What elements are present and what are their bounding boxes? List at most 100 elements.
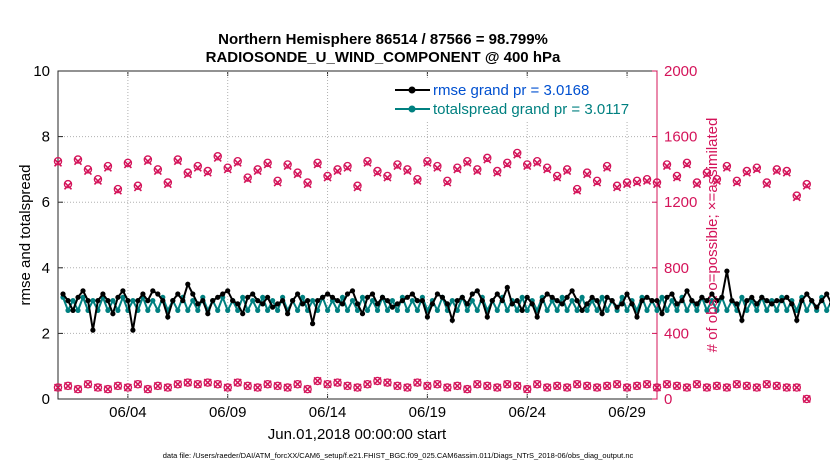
obs-possible-point — [493, 166, 502, 176]
obs-assimilated-point — [343, 163, 352, 172]
obs-assimilated-point — [123, 383, 132, 392]
rmse-point — [474, 288, 480, 294]
obs-assimilated-point — [103, 163, 112, 172]
obs-possible-point — [622, 178, 632, 187]
obs-assimilated-point — [63, 181, 73, 190]
obs-possible-point — [173, 155, 183, 164]
obs-possible-point — [193, 161, 203, 171]
totalspread-point — [110, 298, 116, 304]
rmse-point — [225, 288, 231, 294]
obs-possible-point — [592, 383, 602, 392]
totalspread-point — [619, 294, 625, 300]
obs-assimilated-point — [782, 383, 791, 392]
obs-possible-point — [313, 158, 322, 168]
obs-assimilated-point — [253, 166, 262, 176]
obs-possible-point — [612, 379, 622, 389]
totalspread-point — [524, 307, 530, 313]
obs-possible-point — [343, 381, 352, 391]
obs-possible-point — [123, 383, 133, 392]
obs-assimilated-point — [373, 168, 382, 177]
obs-assimilated-point — [393, 162, 402, 171]
rmse-point — [145, 298, 151, 304]
obs-possible-point — [423, 156, 432, 166]
y-left-tick-label: 6 — [42, 194, 50, 211]
obs-assimilated-point — [672, 173, 682, 182]
obs-assimilated-point — [53, 383, 63, 392]
rmse-point — [779, 298, 785, 304]
totalspread-point — [464, 307, 470, 313]
rmse-point — [389, 304, 395, 310]
rmse-point — [644, 294, 650, 300]
obs-assimilated-point — [183, 378, 192, 387]
obs-assimilated-point — [712, 381, 721, 390]
obs-assimilated-point — [303, 180, 312, 189]
rmse-point — [509, 301, 515, 307]
y-right-tick-label: 2000 — [664, 63, 697, 80]
obs-assimilated-point — [153, 381, 162, 390]
rmse-point — [260, 301, 266, 307]
rmse-point — [524, 294, 530, 300]
obs-possible-point — [473, 379, 482, 389]
rmse-point — [619, 301, 625, 307]
obs-assimilated-point — [583, 381, 592, 390]
obs-assimilated-point — [213, 380, 222, 389]
totalspread-point — [354, 307, 361, 313]
obs-possible-point — [502, 379, 512, 389]
rmse-point — [235, 301, 241, 307]
rmse-point — [135, 298, 141, 304]
obs-possible-point — [762, 379, 772, 389]
totalspread-point — [584, 307, 590, 313]
obs-assimilated-point — [293, 170, 302, 179]
obs-possible-point — [542, 383, 552, 392]
totalspread-point — [255, 307, 261, 313]
rmse-point — [539, 298, 545, 304]
obs-assimilated-point — [573, 186, 582, 195]
rmse-point — [105, 298, 111, 304]
obs-assimilated-point — [173, 157, 182, 166]
totalspread-point — [215, 307, 221, 313]
obs-assimilated-point — [53, 158, 63, 167]
rmse-point — [240, 311, 246, 317]
legend: rmse grand pr = 3.0168 totalspread grand… — [390, 80, 653, 120]
obs-assimilated-point — [662, 380, 672, 389]
obs-assimilated-point — [123, 160, 132, 169]
y-left-tick-label: 2 — [42, 325, 50, 342]
rmse-point — [689, 298, 695, 304]
obs-possible-point — [283, 160, 292, 169]
obs-possible-point — [273, 381, 282, 391]
obs-assimilated-point — [203, 378, 212, 387]
totalspread-point — [434, 307, 440, 313]
obs-possible-point — [253, 383, 262, 392]
obs-possible-point — [293, 379, 302, 389]
obs-possible-point — [522, 160, 532, 169]
obs-possible-point — [383, 171, 392, 181]
totalspread-point — [494, 307, 500, 313]
obs-assimilated-point — [583, 170, 592, 179]
obs-assimilated-point — [543, 383, 552, 392]
totalspread-point — [579, 294, 585, 300]
y-left-tick-label: 10 — [33, 63, 50, 80]
obs-assimilated-point — [702, 170, 711, 179]
rmse-point — [484, 314, 490, 320]
obs-possible-point — [303, 178, 312, 187]
y-axis-left: 0 2 4 6 8 10 — [33, 63, 657, 408]
rmse-point — [719, 294, 725, 300]
obs-assimilated-point — [493, 168, 502, 177]
obs-assimilated-point — [363, 158, 372, 167]
obs-assimilated-point — [333, 166, 342, 176]
obs-possible-point — [353, 181, 362, 191]
obs-assimilated-point — [283, 162, 292, 171]
rmse-point — [669, 291, 675, 297]
obs-possible-point — [73, 384, 83, 394]
totalspread-point — [339, 294, 346, 300]
obs-assimilated-point — [463, 158, 472, 167]
obs-possible-point — [413, 174, 422, 184]
obs-possible-point — [502, 158, 512, 168]
totalspread-point — [514, 307, 520, 313]
totalspread-point — [235, 307, 241, 313]
obs-possible-point — [652, 383, 662, 392]
obs-possible-point — [542, 163, 552, 173]
obs-assimilated-point — [702, 383, 711, 392]
totalspread-point — [804, 307, 810, 313]
obs-assimilated-point — [253, 383, 262, 392]
